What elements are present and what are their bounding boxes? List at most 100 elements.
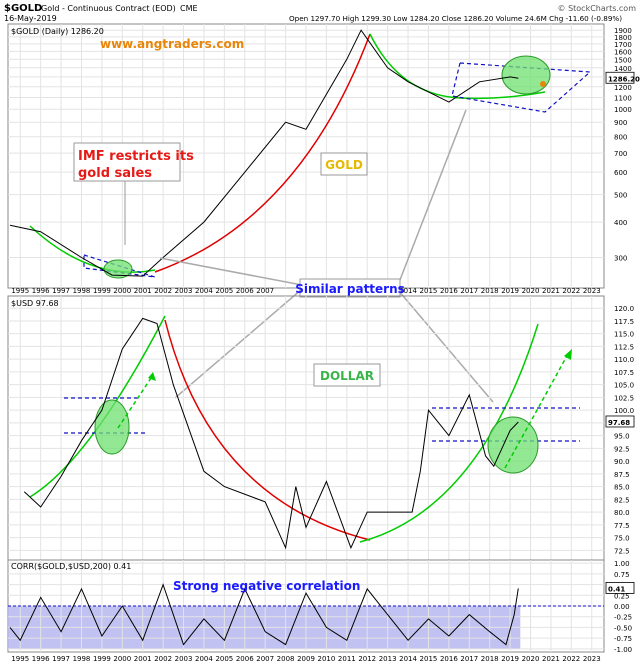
y-tick-label: 1000 bbox=[614, 106, 632, 114]
bottom-x-tick-label: 2017 bbox=[460, 655, 478, 663]
y-tick-label: 300 bbox=[614, 255, 627, 263]
last-value-box bbox=[605, 71, 635, 84]
y-tick-label: 92.5 bbox=[614, 445, 630, 453]
bottom-x-tick-label: 2016 bbox=[440, 655, 458, 663]
gold-x-tick-label: 2023 bbox=[583, 287, 601, 295]
similar-patterns-callout: Similar patterns bbox=[159, 109, 494, 403]
last-value-label: 1286.20 bbox=[608, 75, 640, 83]
correlation-annotation: Strong negative correlation bbox=[173, 579, 360, 593]
y-tick-label: 1500 bbox=[614, 56, 632, 64]
bottom-x-tick-label: 2018 bbox=[481, 655, 499, 663]
y-tick-label: 400 bbox=[614, 219, 627, 227]
bottom-x-tick-label: 2012 bbox=[358, 655, 376, 663]
gold-x-tick-label: 2022 bbox=[562, 287, 580, 295]
callout-pointer-3 bbox=[397, 109, 467, 286]
bottom-x-tick-label: 2011 bbox=[338, 655, 356, 663]
gold-x-tick-label: 1995 bbox=[11, 287, 29, 295]
bottom-x-tick-label: 2021 bbox=[542, 655, 560, 663]
gold-x-tick-label: 1998 bbox=[73, 287, 91, 295]
y-tick-label: 1800 bbox=[614, 34, 632, 42]
similar-patterns-label: Similar patterns bbox=[295, 282, 405, 296]
bottom-x-tick-label: 2002 bbox=[154, 655, 172, 663]
y-tick-label: 500 bbox=[614, 192, 627, 200]
bottom-x-tick-label: 2005 bbox=[215, 655, 233, 663]
gold-x-tick-label: 1997 bbox=[52, 287, 70, 295]
y-tick-label: -0.75 bbox=[614, 635, 632, 643]
gold-label-box bbox=[320, 152, 368, 176]
y-tick-label: 72.5 bbox=[614, 547, 630, 555]
y-tick-label: 0.00 bbox=[614, 603, 630, 611]
gold-x-tick-label: 2018 bbox=[481, 287, 499, 295]
gold-red-curve bbox=[154, 33, 371, 273]
y-tick-label: 110.0 bbox=[614, 356, 634, 364]
y-tick-label: -0.25 bbox=[614, 614, 632, 622]
gold-target-dot bbox=[540, 81, 546, 87]
y-tick-label: 120.0 bbox=[614, 305, 634, 313]
last-value-box bbox=[605, 415, 635, 428]
y-tick-label: 87.5 bbox=[614, 471, 630, 479]
imf-annotation-line1: IMF restricts its bbox=[78, 149, 194, 164]
y-tick-label: 1600 bbox=[614, 48, 632, 56]
bottom-x-tick-label: 2010 bbox=[317, 655, 335, 663]
gold-x-tick-label: 2021 bbox=[542, 287, 560, 295]
gold-legend: $GOLD (Daily) 1286.20 bbox=[11, 27, 104, 36]
gold-y-axis: 1900180017001600150014001300120011001000… bbox=[605, 27, 640, 263]
y-tick-label: 115.0 bbox=[614, 331, 634, 339]
bottom-x-tick-label: 2020 bbox=[522, 655, 540, 663]
gold-label: GOLD bbox=[325, 158, 363, 172]
y-tick-label: 95.0 bbox=[614, 433, 630, 441]
gold-x-tick-label: 2004 bbox=[195, 287, 213, 295]
y-tick-label: 102.5 bbox=[614, 394, 634, 402]
similar-patterns-box bbox=[299, 278, 401, 298]
dollar-legend: $USD 97.68 bbox=[11, 299, 59, 308]
gold-panel: 1900180017001600150014001300120011001000… bbox=[7, 23, 640, 295]
y-tick-label: 1.00 bbox=[614, 560, 630, 568]
bottom-x-tick-label: 2006 bbox=[236, 655, 254, 663]
gold-x-tick-label: 2019 bbox=[501, 287, 519, 295]
y-tick-label: 117.5 bbox=[614, 318, 634, 326]
header-ohlc: Open 1297.70 High 1299.30 Low 1284.20 Cl… bbox=[289, 14, 622, 23]
header-date: 16-May-2019 bbox=[4, 14, 57, 23]
bottom-x-tick-label: 2000 bbox=[113, 655, 131, 663]
correlation-legend: CORR($GOLD,$USD,200) 0.41 bbox=[11, 562, 131, 571]
dollar-y-axis: 120.0 117.5 115.0 112.5 110.0 107.5 105.0 102.5… bbox=[605, 305, 635, 555]
bottom-x-tick-label: 1996 bbox=[32, 655, 50, 663]
y-tick-label: 85.0 bbox=[614, 484, 630, 492]
gold-highlight-right bbox=[501, 55, 551, 95]
bottom-x-tick-label: 2003 bbox=[175, 655, 193, 663]
y-tick-label: 0.25 bbox=[614, 592, 630, 600]
dollar-highlight-left bbox=[94, 399, 130, 455]
gold-x-tick-label: 2005 bbox=[215, 287, 233, 295]
y-tick-label: 1700 bbox=[614, 41, 632, 49]
gold-x-tick-label: 2020 bbox=[522, 287, 540, 295]
callout-pointer-1 bbox=[159, 257, 303, 286]
gold-x-tick-label: 2002 bbox=[154, 287, 172, 295]
last-value-box bbox=[605, 582, 635, 594]
bottom-x-tick-label: 2013 bbox=[379, 655, 397, 663]
y-tick-label: 1900 bbox=[614, 27, 632, 35]
gold-x-tick-label: 2014 bbox=[399, 287, 417, 295]
bottom-x-tick-label: 2014 bbox=[399, 655, 417, 663]
y-tick-label: 112.5 bbox=[614, 343, 634, 351]
watermark: © StockCharts.com bbox=[558, 4, 637, 13]
y-tick-label: 100.0 bbox=[614, 407, 634, 415]
y-tick-label: 600 bbox=[614, 169, 627, 177]
gold-green-curve-left bbox=[29, 225, 156, 273]
callout-pointer-2 bbox=[174, 288, 303, 399]
y-tick-label: 900 bbox=[614, 119, 627, 127]
dollar-price-series bbox=[23, 317, 519, 550]
bottom-x-tick-label: 2008 bbox=[277, 655, 295, 663]
bottom-x-tick-label: 2009 bbox=[297, 655, 315, 663]
bottom-x-tick-label: 2007 bbox=[256, 655, 274, 663]
y-tick-label: 0.75 bbox=[614, 571, 630, 579]
gold-x-tick-label: 2000 bbox=[113, 287, 131, 295]
dollar-red-curve bbox=[164, 319, 371, 541]
bottom-x-axis: 1995 1996 1997 1998 1999 2000 2001 2002 2003 2004… bbox=[11, 655, 600, 663]
gold-x-tick-label: 2003 bbox=[175, 287, 193, 295]
y-tick-label: 1200 bbox=[614, 84, 632, 92]
bottom-x-tick-label: 2015 bbox=[420, 655, 438, 663]
gold-x-tick-label: 2006 bbox=[236, 287, 254, 295]
gold-green-curve-right bbox=[369, 33, 546, 100]
bottom-x-tick-label: 1998 bbox=[73, 655, 91, 663]
